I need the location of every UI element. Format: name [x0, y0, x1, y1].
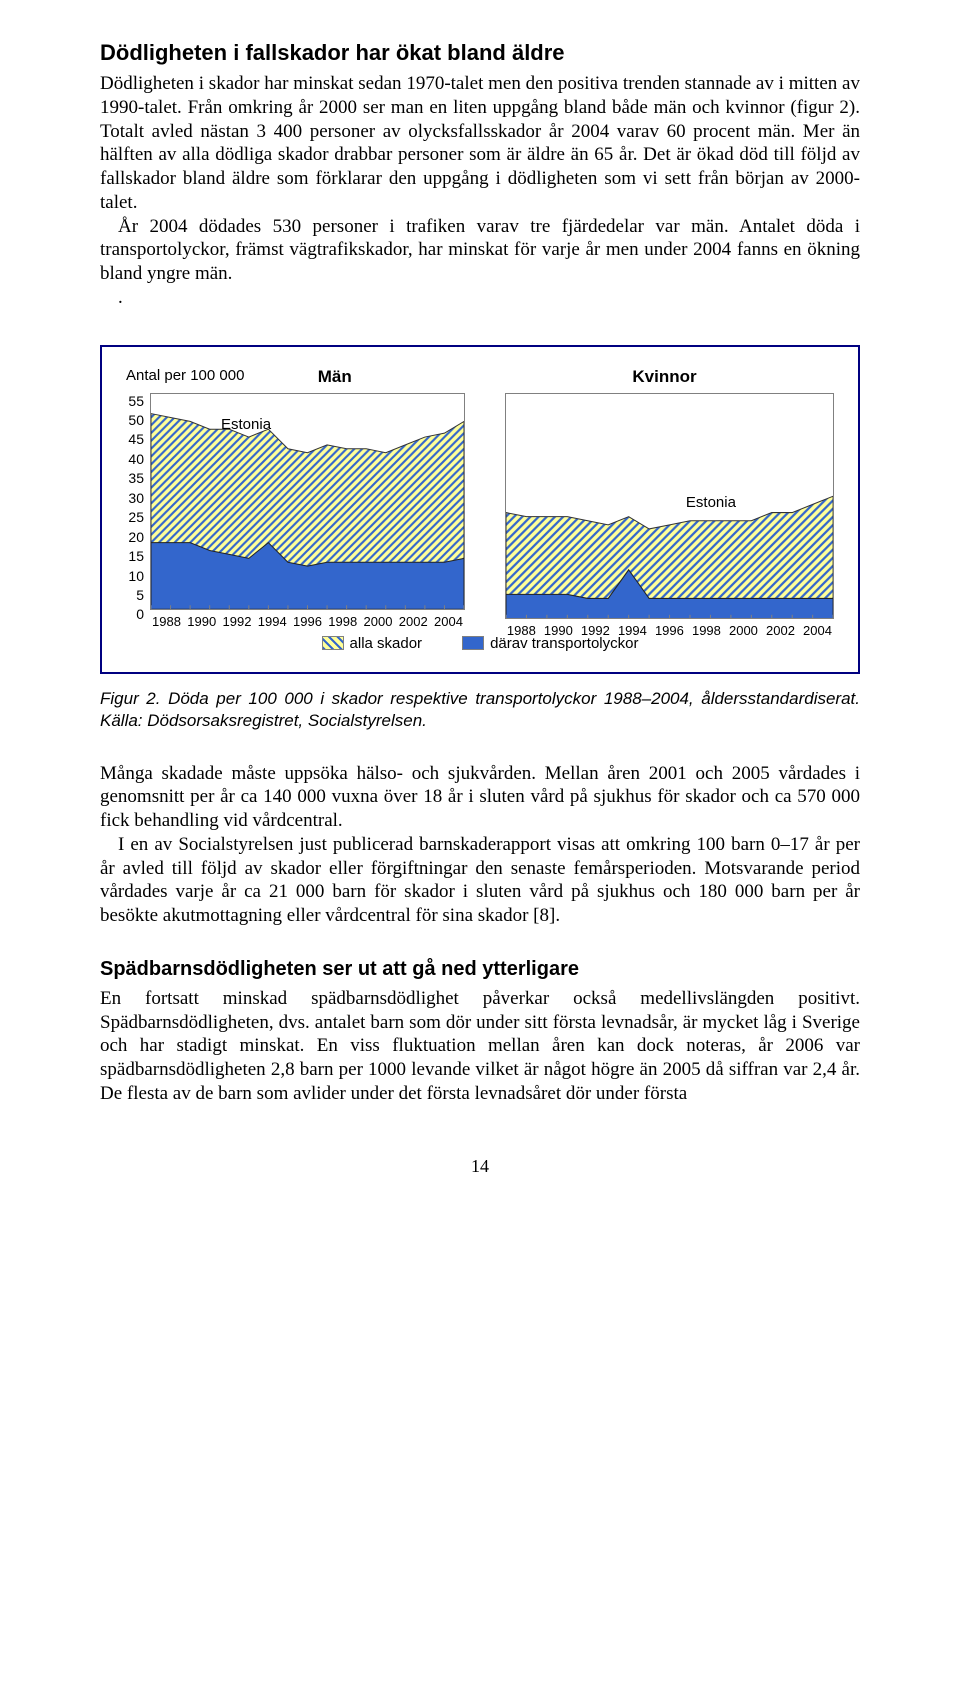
body-paragraph: Dödligheten i skador har minskat sedan 1… — [100, 72, 860, 215]
chart-title-women: Kvinnor — [632, 367, 696, 387]
y-axis-label: Antal per 100 000 — [126, 367, 244, 387]
chart-women: Kvinnor Estonia 198819901992199419961998… — [495, 367, 834, 623]
x-ticks-men: 198819901992199419961998200020022004 — [150, 614, 465, 629]
body-paragraph: År 2004 dödades 530 personer i trafiken … — [100, 215, 860, 286]
legend-swatch-transport — [462, 636, 484, 650]
body-paragraph: Många skadade måste uppsöka hälso- och s… — [100, 762, 860, 833]
body-paragraph: En fortsatt minskad spädbarnsdödlighet p… — [100, 987, 860, 1106]
page-number: 14 — [100, 1156, 860, 1177]
estonia-label-men: Estonia — [221, 416, 271, 433]
estonia-label-women: Estonia — [686, 494, 736, 511]
body-paragraph: . — [100, 286, 860, 310]
legend-swatch-all — [322, 636, 344, 650]
chart-title-men: Män — [318, 367, 352, 387]
subsection-heading: Spädbarnsdödligheten ser ut att gå ned y… — [100, 958, 860, 981]
section-heading: Dödligheten i fallskador har ökat bland … — [100, 40, 860, 66]
legend-label-transport: därav transportolyckor — [490, 635, 638, 652]
chart-men: Antal per 100 000 Män 555045403530252015… — [126, 367, 465, 623]
legend-label-all: alla skador — [350, 635, 423, 652]
figure-box: Antal per 100 000 Män 555045403530252015… — [100, 345, 860, 674]
body-paragraph: I en av Socialstyrelsen just publicerad … — [100, 833, 860, 928]
y-ticks-men: 5550454035302520151050 — [126, 393, 150, 623]
figure-caption: Figur 2. Döda per 100 000 i skador respe… — [100, 688, 860, 732]
